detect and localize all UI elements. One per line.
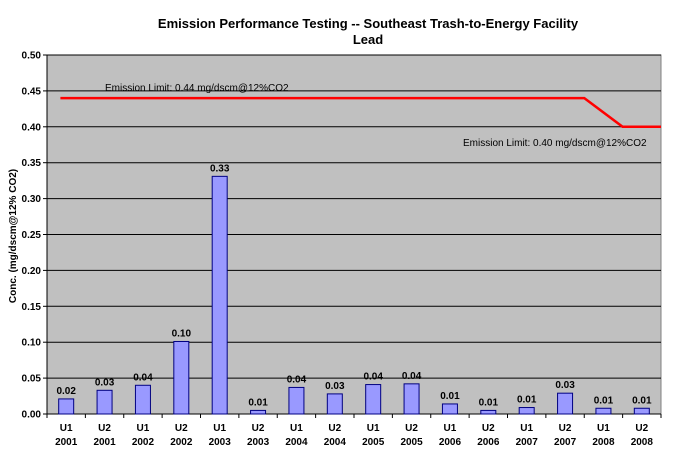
y-tick-label: 0.50 — [22, 51, 42, 62]
x-tick-label-year: 2008 — [631, 437, 654, 448]
bar — [403, 383, 420, 415]
x-tick-label-year: 2008 — [592, 437, 615, 448]
data-label: 0.01 — [440, 391, 460, 402]
bar — [250, 409, 267, 415]
emission-limit-040-label: Emission Limit: 0.40 mg/dscm@12%CO2 — [463, 138, 647, 149]
y-tick-label: 0.45 — [22, 86, 42, 97]
data-label: 0.04 — [287, 374, 307, 385]
bar — [134, 384, 151, 415]
x-tick-label-unit: U1 — [290, 423, 303, 434]
x-tick-label-year: 2003 — [209, 437, 232, 448]
chart-subtitle: Lead — [353, 32, 383, 47]
bar — [633, 407, 650, 415]
bar — [211, 175, 228, 415]
y-tick-label: 0.00 — [22, 410, 42, 421]
bar — [173, 340, 190, 415]
bar — [58, 398, 75, 415]
bar — [595, 407, 612, 415]
x-tick-label-year: 2004 — [285, 437, 308, 448]
x-tick-label-year: 2007 — [554, 437, 577, 448]
y-axis-label: Conc. (mg/dscm@12% CO2) — [8, 169, 19, 303]
bars — [58, 175, 650, 415]
bar — [365, 384, 382, 415]
bar — [441, 403, 458, 415]
x-tick-label-unit: U1 — [597, 423, 610, 434]
x-tick-label-year: 2001 — [55, 437, 78, 448]
bar — [96, 389, 113, 415]
x-tick-label-unit: U2 — [328, 423, 341, 434]
data-label: 0.03 — [95, 377, 115, 388]
data-label: 0.04 — [133, 372, 153, 383]
y-tick-label: 0.15 — [22, 302, 42, 313]
x-tick-label-unit: U2 — [252, 423, 265, 434]
x-tick-label-year: 2002 — [170, 437, 193, 448]
x-tick-label-unit: U1 — [137, 423, 150, 434]
emission-limit-044-label: Emission Limit: 0.44 mg/dscm@12%CO2 — [105, 83, 289, 94]
data-label: 0.04 — [402, 371, 422, 382]
y-tick-label: 0.20 — [22, 266, 42, 277]
gridlines — [47, 54, 661, 379]
bar — [480, 409, 497, 415]
y-tick-label: 0.35 — [22, 158, 42, 169]
x-tick-label-unit: U2 — [175, 423, 188, 434]
y-tick-label: 0.40 — [22, 122, 42, 133]
x-tick-label-year: 2001 — [93, 437, 116, 448]
x-tick-label-unit: U1 — [213, 423, 226, 434]
x-tick-label-year: 2005 — [362, 437, 385, 448]
y-tick-label: 0.30 — [22, 194, 42, 205]
y-tick-label: 0.25 — [22, 230, 42, 241]
data-label: 0.03 — [325, 381, 345, 392]
data-label: 0.01 — [248, 397, 268, 408]
x-tick-label-year: 2004 — [324, 437, 347, 448]
x-tick-label-unit: U2 — [559, 423, 572, 434]
x-tick-label-unit: U2 — [405, 423, 418, 434]
data-label: 0.02 — [56, 386, 76, 397]
bar — [326, 393, 343, 415]
x-tick-label-unit: U1 — [60, 423, 73, 434]
x-tick-label-unit: U1 — [444, 423, 457, 434]
bar — [557, 392, 574, 415]
data-labels: 0.02 0.03 0.04 0.10 0.33 0.01 0.04 0.03 0.04 0.04… — [56, 163, 652, 408]
data-label: 0.03 — [555, 380, 575, 391]
x-axis-ticks: U1 2001 U2 2001 U1 2002 U2 2002 U1 2003 U2 2003 U1 20… — [46, 414, 662, 448]
emission-limit-line — [60, 96, 661, 129]
x-tick-label-year: 2003 — [247, 437, 270, 448]
chart-title: Emission Performance Testing -- Southeas… — [158, 16, 579, 31]
x-tick-label-unit: U2 — [482, 423, 495, 434]
x-tick-label-year: 2006 — [477, 437, 500, 448]
data-label: 0.01 — [479, 397, 499, 408]
y-tick-label: 0.05 — [22, 374, 42, 385]
bar — [518, 407, 535, 415]
x-tick-label-year: 2007 — [516, 437, 539, 448]
x-tick-label-year: 2002 — [132, 437, 155, 448]
data-label: 0.01 — [594, 395, 614, 406]
x-tick-label-year: 2005 — [400, 437, 423, 448]
data-label: 0.10 — [172, 328, 192, 339]
x-tick-label-unit: U2 — [635, 423, 648, 434]
data-label: 0.04 — [363, 372, 383, 383]
bar — [288, 386, 305, 415]
x-tick-label-year: 2006 — [439, 437, 462, 448]
y-tick-label: 0.10 — [22, 338, 42, 349]
data-label: 0.01 — [517, 395, 537, 406]
x-tick-label-unit: U2 — [98, 423, 111, 434]
x-tick-label-unit: U1 — [520, 423, 533, 434]
data-label: 0.33 — [210, 163, 230, 174]
data-label: 0.01 — [632, 395, 652, 406]
x-tick-label-unit: U1 — [367, 423, 380, 434]
